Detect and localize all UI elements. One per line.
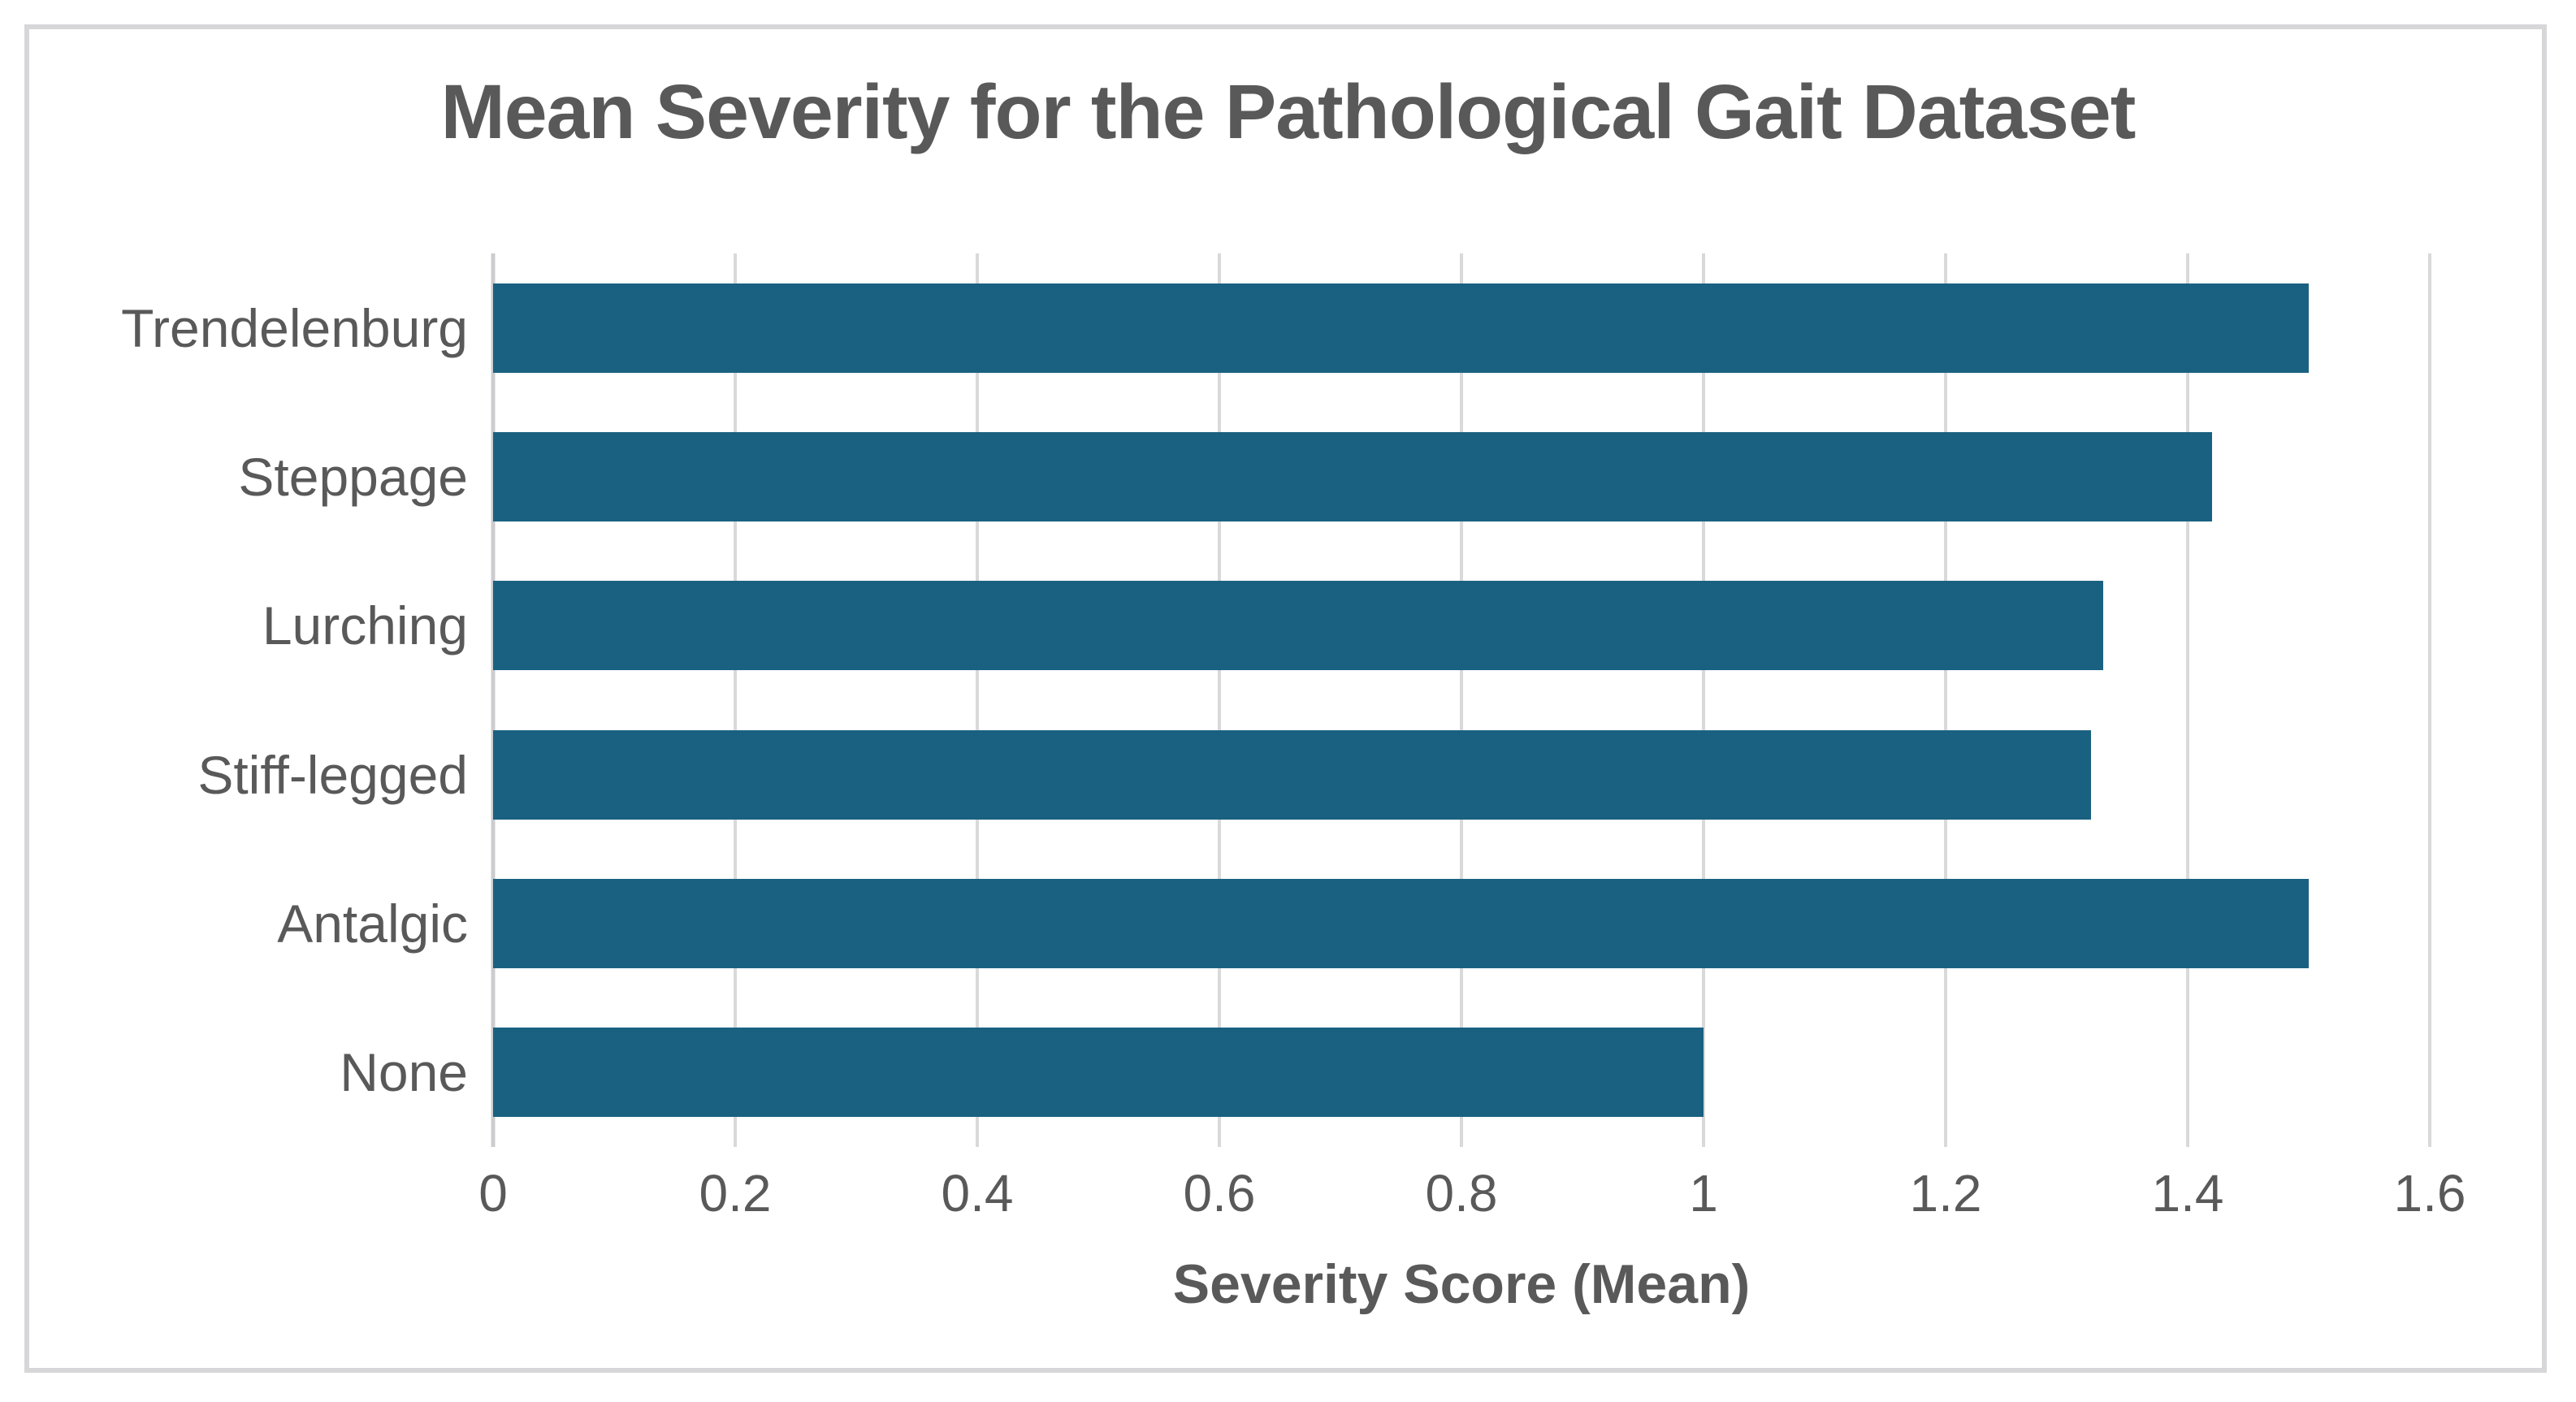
y-axis-label: Antalgic xyxy=(277,893,468,954)
chart-frame-border xyxy=(24,24,2547,1373)
x-tick-label: 1.4 xyxy=(2151,1164,2224,1222)
gridline xyxy=(2186,253,2189,1147)
x-tick-label: 1.2 xyxy=(1909,1164,1982,1222)
bar-antalgic xyxy=(493,879,2309,968)
gridline xyxy=(1460,253,1463,1147)
bar-lurching xyxy=(493,581,2103,671)
x-tick-label: 0.4 xyxy=(941,1164,1014,1222)
x-tick-label: 0.6 xyxy=(1183,1164,1256,1222)
bar-steppage xyxy=(493,432,2212,521)
y-axis-label: Steppage xyxy=(238,446,468,507)
x-axis-tick-labels: 0 0.2 0.4 0.6 0.8 1 1.2 1.4 1.6 xyxy=(0,1163,2576,1228)
x-tick-label: 1 xyxy=(1689,1164,1718,1222)
gridline xyxy=(1702,253,1705,1147)
chart-title: Mean Severity for the Pathological Gait … xyxy=(440,69,2137,155)
gridline xyxy=(1218,253,1221,1147)
y-axis-label: Trendelenburg xyxy=(121,297,468,358)
gridline xyxy=(734,253,737,1147)
bar-none xyxy=(493,1028,1704,1118)
y-axis-label: Stiff-legged xyxy=(197,744,468,805)
y-axis-labels: Trendelenburg Steppage Lurching Stiff-legge… xyxy=(29,253,468,1147)
gridline xyxy=(976,253,979,1147)
x-tick-label: 1.6 xyxy=(2393,1164,2466,1222)
bar-trendelenburg xyxy=(493,283,2309,373)
y-axis-label: None xyxy=(340,1042,468,1103)
y-axis-line xyxy=(491,253,496,1147)
x-tick-label: 0 xyxy=(478,1164,508,1222)
gridline xyxy=(1944,253,1947,1147)
x-tick-label: 0.8 xyxy=(1425,1164,1498,1222)
y-axis-label: Lurching xyxy=(262,595,468,656)
plot-area xyxy=(491,253,2431,1147)
x-axis-title: Severity Score (Mean) xyxy=(1172,1253,1751,1315)
bar-stiff-legged xyxy=(493,729,2091,820)
gridline xyxy=(2428,253,2431,1147)
x-tick-label: 0.2 xyxy=(699,1164,772,1222)
